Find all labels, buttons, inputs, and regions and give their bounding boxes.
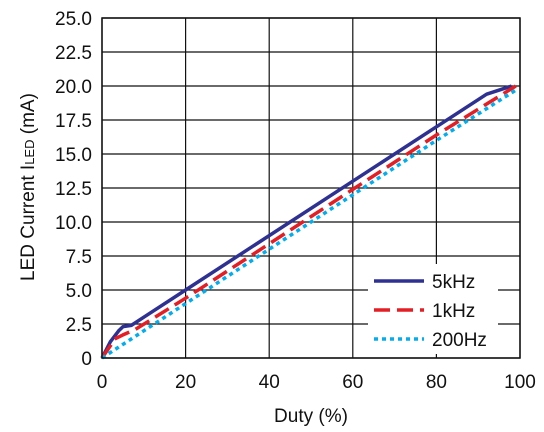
legend: 5kHz 1kHz 200Hz [368,264,498,354]
x-tick-label: 40 [259,372,280,393]
y-tick-label: 7.5 [66,247,92,268]
y-tick-label: 20.0 [55,77,92,98]
y-axis-label-sub: LED [22,139,37,164]
x-tick-label: 20 [175,372,196,393]
series-line-200hz [101,88,517,360]
y-tick-label: 22.5 [55,43,92,64]
plot-frame [101,17,521,359]
y-tick-labels: 0 2.5 5.0 7.5 10.0 12.5 15.0 17.5 20.0 22.5 25.0 [55,9,92,370]
y-tick-label: 25.0 [55,9,92,30]
x-tick-label: 80 [426,372,447,393]
y-axis-label-unit: (mA) [18,93,39,139]
series-layer [100,84,517,360]
x-tick-labels: 0 20 40 60 80 100 [97,372,536,393]
y-tick-label: 0 [81,349,92,370]
x-tick-label: 0 [97,372,108,393]
y-axis-label: LED Current ILED (mA) [18,93,39,281]
series-line-1khz [100,84,517,359]
y-tick-label: 5.0 [66,281,92,302]
y-axis-label-main: LED Current I [18,165,39,281]
y-tick-label: 12.5 [55,179,92,200]
x-tick-label: 60 [342,372,363,393]
legend-label-200hz: 200Hz [432,330,487,351]
legend-label-1khz: 1kHz [432,301,475,322]
y-tick-label: 10.0 [55,213,92,234]
x-axis-label: Duty (%) [274,406,348,427]
y-tick-label: 15.0 [55,145,92,166]
x-tick-label: 100 [504,372,536,393]
y-tick-label: 2.5 [66,315,92,336]
y-tick-label: 17.5 [55,111,92,132]
legend-label-5khz: 5kHz [432,272,475,293]
series-line-5khz [100,84,513,359]
